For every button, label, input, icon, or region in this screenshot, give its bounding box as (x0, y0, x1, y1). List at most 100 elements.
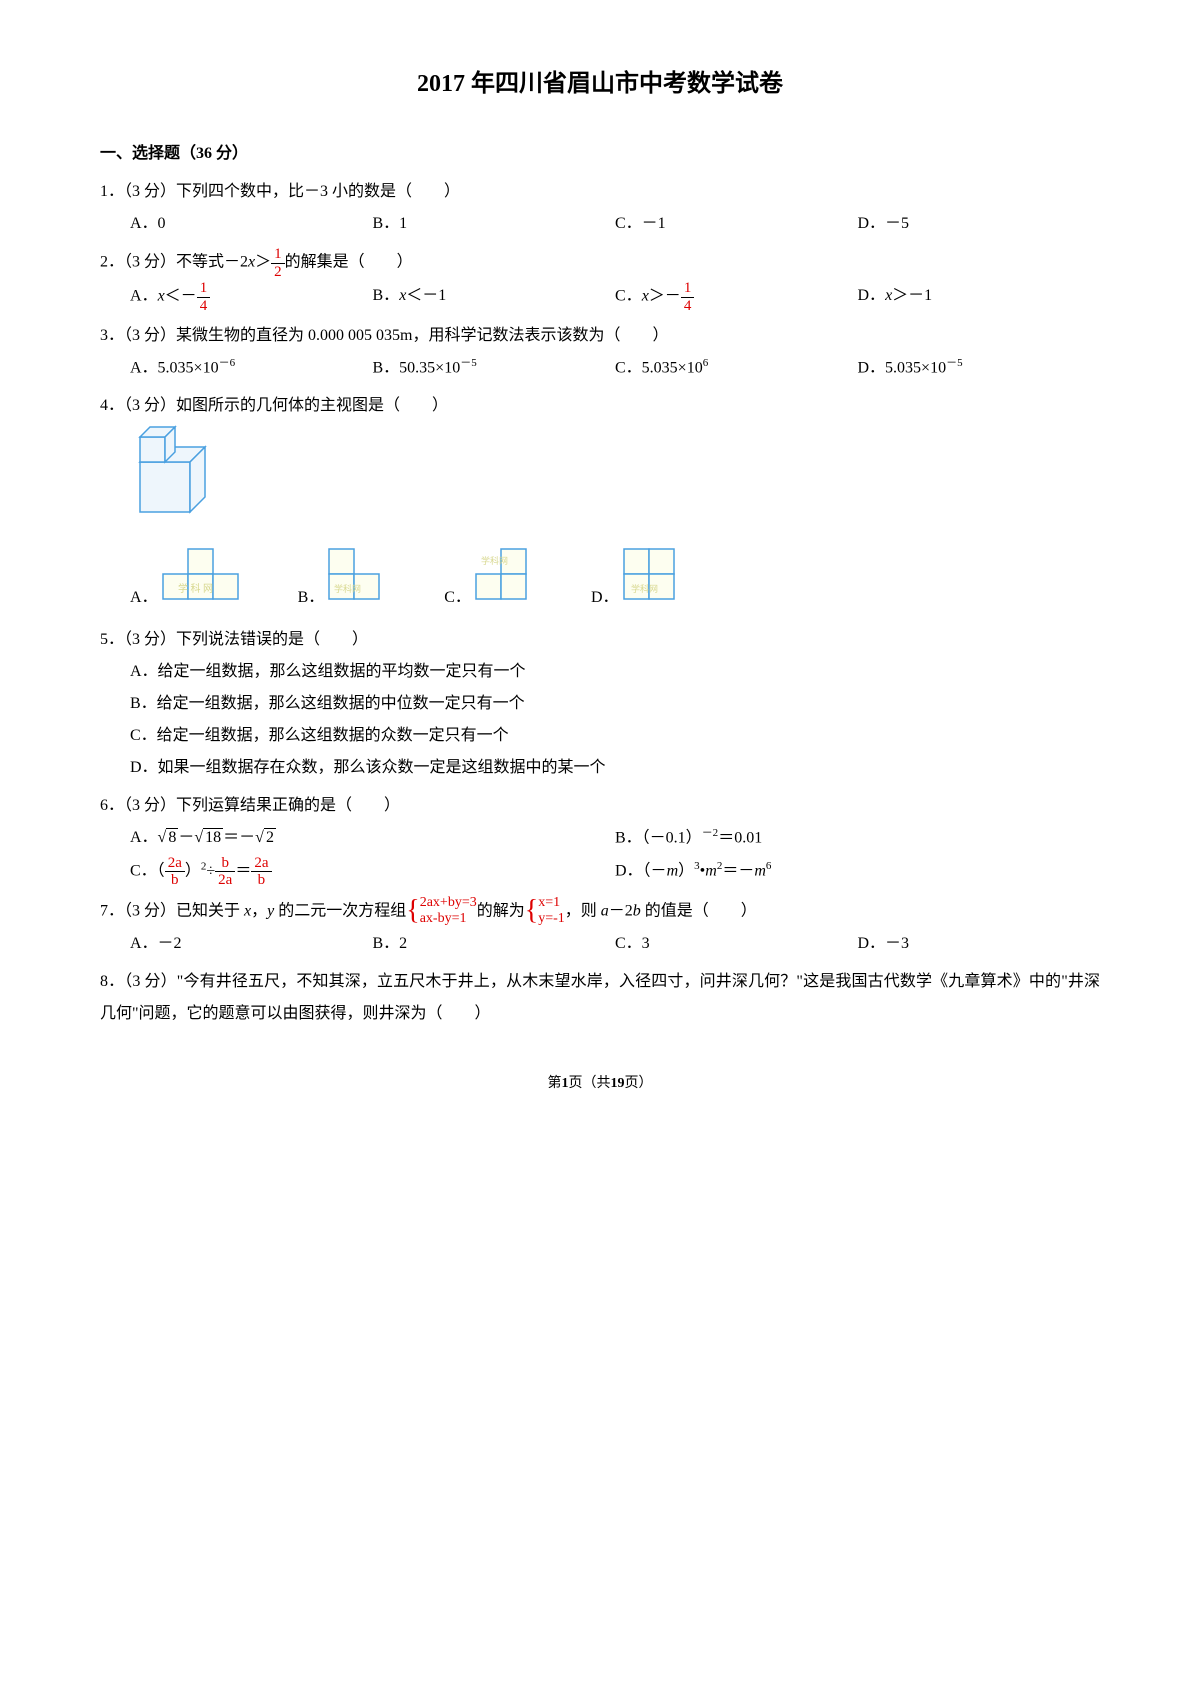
question-2: 2．（3 分）不等式－2x＞12的解集是（ ） A．x＜－14 B．x＜－1 C… (100, 246, 1100, 314)
q1-option-a: A．0 (130, 208, 373, 240)
svg-text:学科网: 学科网 (334, 583, 361, 594)
q2-option-d: D．x＞－1 (858, 280, 1101, 314)
q2a-x: x (158, 288, 165, 305)
q7-sa: 7．（3 分）已知关于 (100, 902, 244, 919)
q6a-pre: A．√ (130, 829, 166, 846)
q2c-x: x (642, 288, 649, 305)
q4-option-a: A． 学 科 网 (130, 544, 248, 614)
q6-option-a: A．√8－√18＝－√2 (130, 822, 615, 854)
q2c-fn: 1 (681, 280, 695, 298)
q6c-f1n: 2a (165, 855, 185, 873)
q6-option-d: D．（－m）3•m2＝－m6 (615, 855, 1100, 889)
q6-option-b: B．（－0.1）－2＝0.01 (615, 822, 1100, 854)
footer-a: 第 (548, 1076, 562, 1091)
question-6: 6．（3 分）下列运算结果正确的是（ ） A．√8－√18＝－√2 B．（－0.… (100, 790, 1100, 888)
q5-option-b: B．给定一组数据，那么这组数据的中位数一定只有一个 (130, 688, 1100, 720)
q1-stem: 1．（3 分）下列四个数中，比－3 小的数是（ ） (100, 176, 1100, 208)
q2-stem-b: ＞ (255, 254, 271, 271)
q3d-e: －5 (946, 357, 963, 369)
q3a-e: －6 (219, 357, 236, 369)
q8-stem: 8．（3 分）"今有井径五尺，不知其深，立五尺木于井上，从木末望水岸，入径四寸，… (100, 966, 1100, 1030)
q6-option-c: C．（2ab）2÷b2a＝2ab (130, 855, 615, 889)
question-5: 5．（3 分）下列说法错误的是（ ） A．给定一组数据，那么这组数据的平均数一定… (100, 624, 1100, 784)
q7-a: a (601, 902, 609, 919)
q2-frac-den: 2 (271, 264, 285, 281)
q7-sb: 的二元一次方程组 (274, 902, 406, 919)
q2a-fd: 4 (197, 298, 211, 315)
svg-text:学科网: 学科网 (481, 555, 508, 566)
q4a-label: A． (130, 582, 158, 614)
svg-text:学科网: 学科网 (631, 583, 658, 594)
q2a-pre: A． (130, 288, 158, 305)
q3c-a: C．5.035×10 (615, 359, 703, 376)
front-view-d-icon: 学科网 (619, 544, 689, 614)
q5-option-c: C．给定一组数据，那么这组数据的众数一定只有一个 (130, 720, 1100, 752)
footer-page-num: 1 (562, 1076, 569, 1091)
q1-option-d: D．－5 (858, 208, 1101, 240)
q4-option-c: C． 学科网 (444, 544, 541, 614)
q3d-a: D．5.035×10 (858, 359, 947, 376)
q6c-f2n: b (215, 855, 235, 873)
section-header: 一、选择题（36 分） (100, 138, 1100, 170)
svg-text:学 科 网: 学 科 网 (178, 582, 213, 595)
q6d-mid: ） (678, 862, 694, 879)
q4b-label: B． (298, 582, 325, 614)
q3-option-d: D．5.035×10－5 (858, 352, 1101, 384)
q6c-pre: C．（ (130, 862, 165, 879)
q6c-mid2: ÷ (206, 862, 215, 879)
footer-total: 19 (611, 1076, 625, 1091)
q2b-pre: B． (373, 287, 400, 304)
exam-title: 2017 年四川省眉山市中考数学试卷 (100, 60, 1100, 108)
footer-e: 页） (625, 1076, 653, 1091)
q6d-m1: m (667, 862, 679, 879)
q1-option-b: B．1 (373, 208, 616, 240)
q2-option-a: A．x＜－14 (130, 280, 373, 314)
q6b-exp: －2 (702, 827, 719, 839)
question-3: 3．（3 分）某微生物的直径为 0.000 005 035m，用科学记数法表示该… (100, 320, 1100, 384)
q7-comma: ， (251, 902, 267, 919)
question-7: 7．（3 分）已知关于 x，y 的二元一次方程组{2ax+by=3ax-by=1… (100, 895, 1100, 961)
q7-option-b: B．2 (373, 928, 616, 960)
q7-sc: 的解为 (477, 902, 525, 919)
q6d-e3: 6 (766, 860, 772, 872)
q2d-pre: D． (858, 287, 886, 304)
q6c-f1d: b (165, 872, 185, 889)
q6c-f2d: 2a (215, 872, 235, 889)
question-1: 1．（3 分）下列四个数中，比－3 小的数是（ ） A．0 B．1 C．－1 D… (100, 176, 1100, 240)
q7-eq1: 2ax+by=3 (420, 895, 477, 912)
front-view-a-icon: 学 科 网 (158, 544, 248, 614)
q6a-c: 2 (264, 828, 276, 846)
question-8: 8．（3 分）"今有井径五尺，不知其深，立五尺木于井上，从木末望水岸，入径四寸，… (100, 966, 1100, 1030)
q2-stem: 2．（3 分）不等式－2x＞12的解集是（ ） (100, 246, 1100, 280)
q7-sol2: y=-1 (538, 911, 565, 928)
q3-option-a: A．5.035×10－6 (130, 352, 373, 384)
q3-option-c: C．5.035×106 (615, 352, 858, 384)
q6-stem: 6．（3 分）下列运算结果正确的是（ ） (100, 790, 1100, 822)
q5-stem: 5．（3 分）下列说法错误的是（ ） (100, 624, 1100, 656)
q7-sf: 的值是（ ） (641, 902, 757, 919)
q7-stem: 7．（3 分）已知关于 x，y 的二元一次方程组{2ax+by=3ax-by=1… (100, 895, 1100, 929)
footer-c: 页（共 (569, 1076, 611, 1091)
q7-eq2: ax-by=1 (420, 911, 477, 928)
q3a-a: A．5.035×10 (130, 359, 219, 376)
q2c-op: ＞－ (649, 288, 681, 305)
q7-se: －2 (609, 902, 633, 919)
q4d-label: D． (591, 582, 619, 614)
q4-stem: 4．（3 分）如图所示的几何体的主视图是（ ） (100, 390, 1100, 422)
q2-stem-c: 的解集是（ ） (285, 254, 413, 271)
q4-option-d: D． 学科网 (591, 544, 689, 614)
q5-option-d: D．如果一组数据存在众数，那么该众数一定是这组数据中的某一个 (130, 752, 1100, 784)
q6c-f3n: 2a (251, 855, 271, 873)
q4c-label: C． (444, 582, 471, 614)
q6d-eq: ＝－ (722, 862, 754, 879)
q6a-eq: ＝－√ (223, 829, 264, 846)
q3c-e: 6 (703, 357, 709, 369)
q6a-a: 8 (166, 828, 178, 846)
q7-option-a: A．－2 (130, 928, 373, 960)
q5-option-a: A．给定一组数据，那么这组数据的平均数一定只有一个 (130, 656, 1100, 688)
q2-option-b: B．x＜－1 (373, 280, 616, 314)
front-view-b-icon: 学科网 (324, 544, 394, 614)
q7-sol1: x=1 (538, 895, 565, 912)
q2a-op: ＜－ (165, 288, 197, 305)
q6a-mid: －√ (178, 829, 203, 846)
